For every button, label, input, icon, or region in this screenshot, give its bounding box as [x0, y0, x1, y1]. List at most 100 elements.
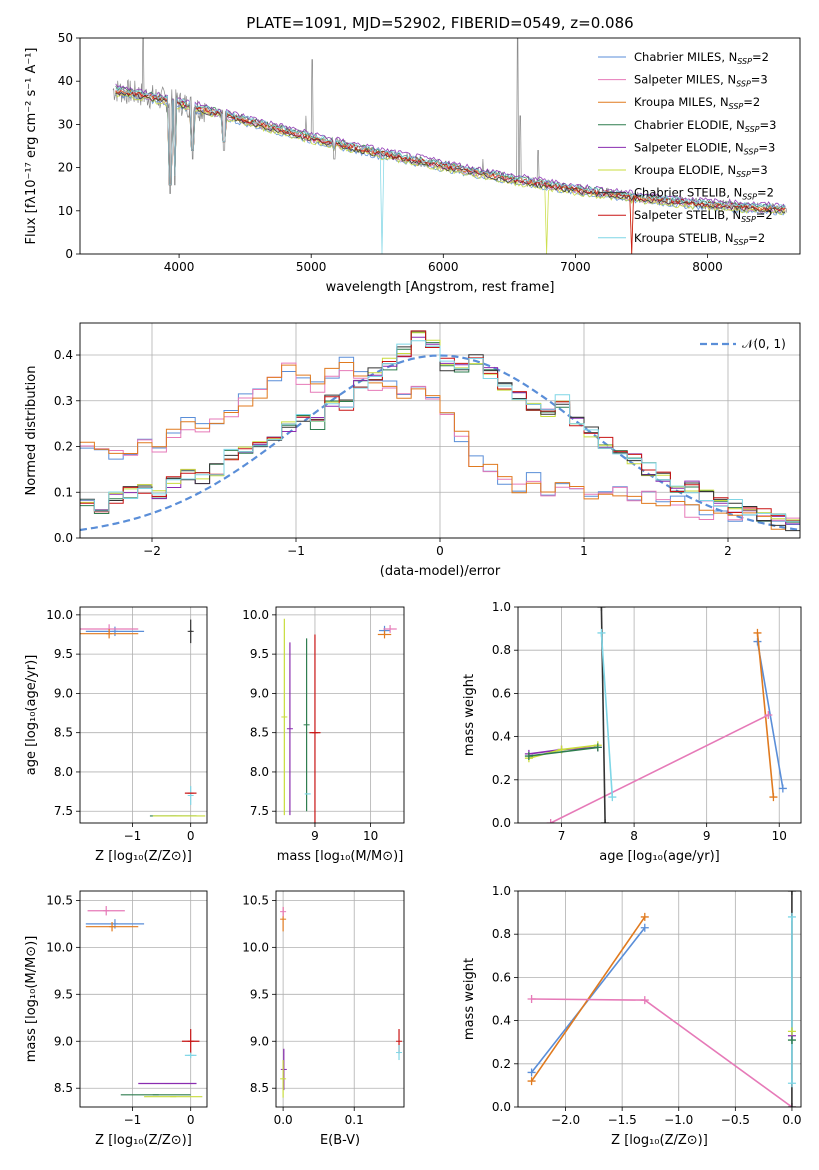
x-tick-label: −2.0: [551, 1113, 580, 1127]
plus-marker: [527, 1068, 536, 1077]
x-tick-label: −1.0: [664, 1113, 693, 1127]
plus-marker: [787, 891, 796, 895]
y-tick-label: 0.2: [492, 773, 511, 787]
y-tick-label: 0.6: [492, 686, 511, 700]
panel-age-vs-mass: 9 10 7.5 8.0 8.5 9.0 9.5 10.0 mass [log₁₀(M/M⊙)]: [242, 606, 405, 864]
x-tick-label: −0.5: [721, 1113, 750, 1127]
y-axis-label: age [log₁₀(age/yr)]: [24, 655, 39, 776]
y-tick-label: 8.5: [250, 726, 269, 740]
y-tick-label: 0.0: [54, 531, 73, 545]
y-tick-label: 10.0: [242, 608, 269, 622]
y-axis-label: mass weight: [462, 958, 477, 1040]
y-tick-label: 9.0: [250, 1034, 269, 1048]
plus-marker: [546, 819, 555, 823]
y-tick-label: 1.0: [492, 600, 511, 614]
plus-marker: [787, 1036, 796, 1045]
y-tick-label: 9.0: [54, 1034, 73, 1048]
y-tick-label: 0.2: [54, 440, 73, 454]
legend-entry: Salpeter STELIB, NSSP=2: [634, 208, 773, 224]
y-tick-label: 20: [58, 161, 73, 175]
plot-area: [85, 906, 203, 1098]
panel-residuals: −2 −1 0 1 2 0.0 0.1 0.2 0.3 0.4 (data-model)/error…: [24, 322, 801, 579]
histogram-step: [80, 362, 800, 530]
y-tick-label: 10.0: [46, 940, 73, 954]
x-tick-label: 2: [724, 544, 732, 558]
legend-entry: Salpeter MILES, NSSP=3: [634, 73, 768, 89]
weight-line: [600, 632, 614, 798]
plus-marker: [524, 752, 533, 761]
x-tick-label: 0.0: [274, 1113, 293, 1127]
y-tick-label: 40: [58, 74, 73, 88]
panel-weight-vs-Z: −2.0 −1.5 −1.0 −0.5 0.0 0.0 0.2 0.4 0.6 0.8 1.0 Z […: [462, 884, 801, 1148]
y-tick-label: 0.1: [54, 485, 73, 499]
legend-entry: Kroupa ELODIE, NSSP=3: [634, 163, 768, 179]
x-axis-label: Z [log₁₀(Z/Z⊙)]: [95, 1133, 192, 1148]
x-tick-label: 4000: [164, 260, 195, 274]
y-tick-label: 0.8: [492, 927, 511, 941]
axes-frame: [517, 606, 802, 824]
x-tick-label: 0: [436, 544, 444, 558]
y-tick-label: 10: [58, 204, 73, 218]
x-tick-label: −1: [124, 1113, 142, 1127]
x-tick-label: −1.5: [608, 1113, 637, 1127]
plus-marker: [769, 793, 778, 802]
x-axis-label: Z [log₁₀(Z/Z⊙)]: [95, 849, 192, 864]
legend-entry: Chabrier ELODIE, NSSP=3: [634, 118, 776, 134]
plus-marker: [527, 995, 536, 1003]
x-tick-label: 9: [703, 829, 711, 843]
x-tick-label: 7: [558, 829, 566, 843]
y-tick-label: 8.0: [250, 765, 269, 779]
y-axis-label: Flux [fλ10⁻¹⁷ erg cm⁻² s⁻¹ A⁻¹]: [24, 48, 39, 245]
panel-age-vs-Z: −1 0 7.5 8.0 8.5 9.0 9.5 10.0 Z [log₁₀(Z/Z⊙)] age…: [24, 606, 208, 864]
spectrum-model-line: [115, 91, 786, 254]
plus-marker: [640, 923, 649, 932]
x-axis-label: wavelength [Angstrom, rest frame]: [326, 280, 555, 295]
weight-line: [528, 746, 598, 757]
y-tick-label: 0: [65, 247, 73, 261]
x-tick-label: 7000: [560, 260, 591, 274]
x-axis-label: age [log₁₀(age/yr)]: [599, 849, 720, 864]
legend-entry: Kroupa MILES, NSSP=2: [634, 95, 760, 111]
y-tick-label: 10.0: [46, 608, 73, 622]
plot-area: [281, 618, 397, 823]
x-axis-label: E(B-V): [320, 1133, 360, 1148]
spectrum-model-line: [115, 86, 786, 254]
plus-marker: [787, 912, 796, 921]
plus-marker: [527, 1077, 536, 1086]
y-tick-label: 9.0: [250, 686, 269, 700]
legend-entry: 𝒩(0, 1): [742, 337, 786, 351]
axes-frame: [275, 890, 405, 1108]
y-tick-label: 9.5: [250, 987, 269, 1001]
x-tick-label: 1: [580, 544, 588, 558]
y-tick-label: 0.3: [54, 394, 73, 408]
y-tick-label: 8.5: [54, 726, 73, 740]
x-axis-label: Z [log₁₀(Z/Z⊙)]: [611, 1133, 708, 1148]
y-axis-label: mass [log₁₀(M/M⊙)]: [24, 936, 39, 1063]
plot-area: [280, 906, 403, 1098]
histogram-step: [80, 340, 800, 522]
axes-frame: [79, 37, 801, 255]
y-tick-label: 50: [58, 31, 73, 45]
weight-line: [531, 998, 793, 1107]
x-tick-label: 0.0: [782, 1113, 801, 1127]
x-tick-label: 8000: [692, 260, 723, 274]
plus-marker: [597, 628, 606, 637]
x-tick-label: 0: [187, 829, 195, 843]
plot-area: [524, 607, 787, 823]
axes-frame: [517, 890, 802, 1108]
y-tick-label: 0.8: [492, 643, 511, 657]
y-tick-label: 10.5: [242, 893, 269, 907]
y-tick-label: 7.5: [250, 804, 269, 818]
y-tick-label: 9.5: [54, 647, 73, 661]
plot-area: [80, 619, 206, 817]
legend-entry: Chabrier MILES, NSSP=2: [634, 50, 769, 66]
y-tick-label: 9.5: [250, 647, 269, 661]
plus-marker: [787, 1079, 796, 1088]
x-tick-label: 6000: [428, 260, 459, 274]
legend-entry: Salpeter ELODIE, NSSP=3: [634, 140, 775, 156]
x-tick-label: −1: [287, 544, 305, 558]
plus-marker: [608, 793, 617, 802]
plus-marker: [764, 711, 773, 719]
legend-entry: Kroupa STELIB, NSSP=2: [634, 231, 765, 247]
